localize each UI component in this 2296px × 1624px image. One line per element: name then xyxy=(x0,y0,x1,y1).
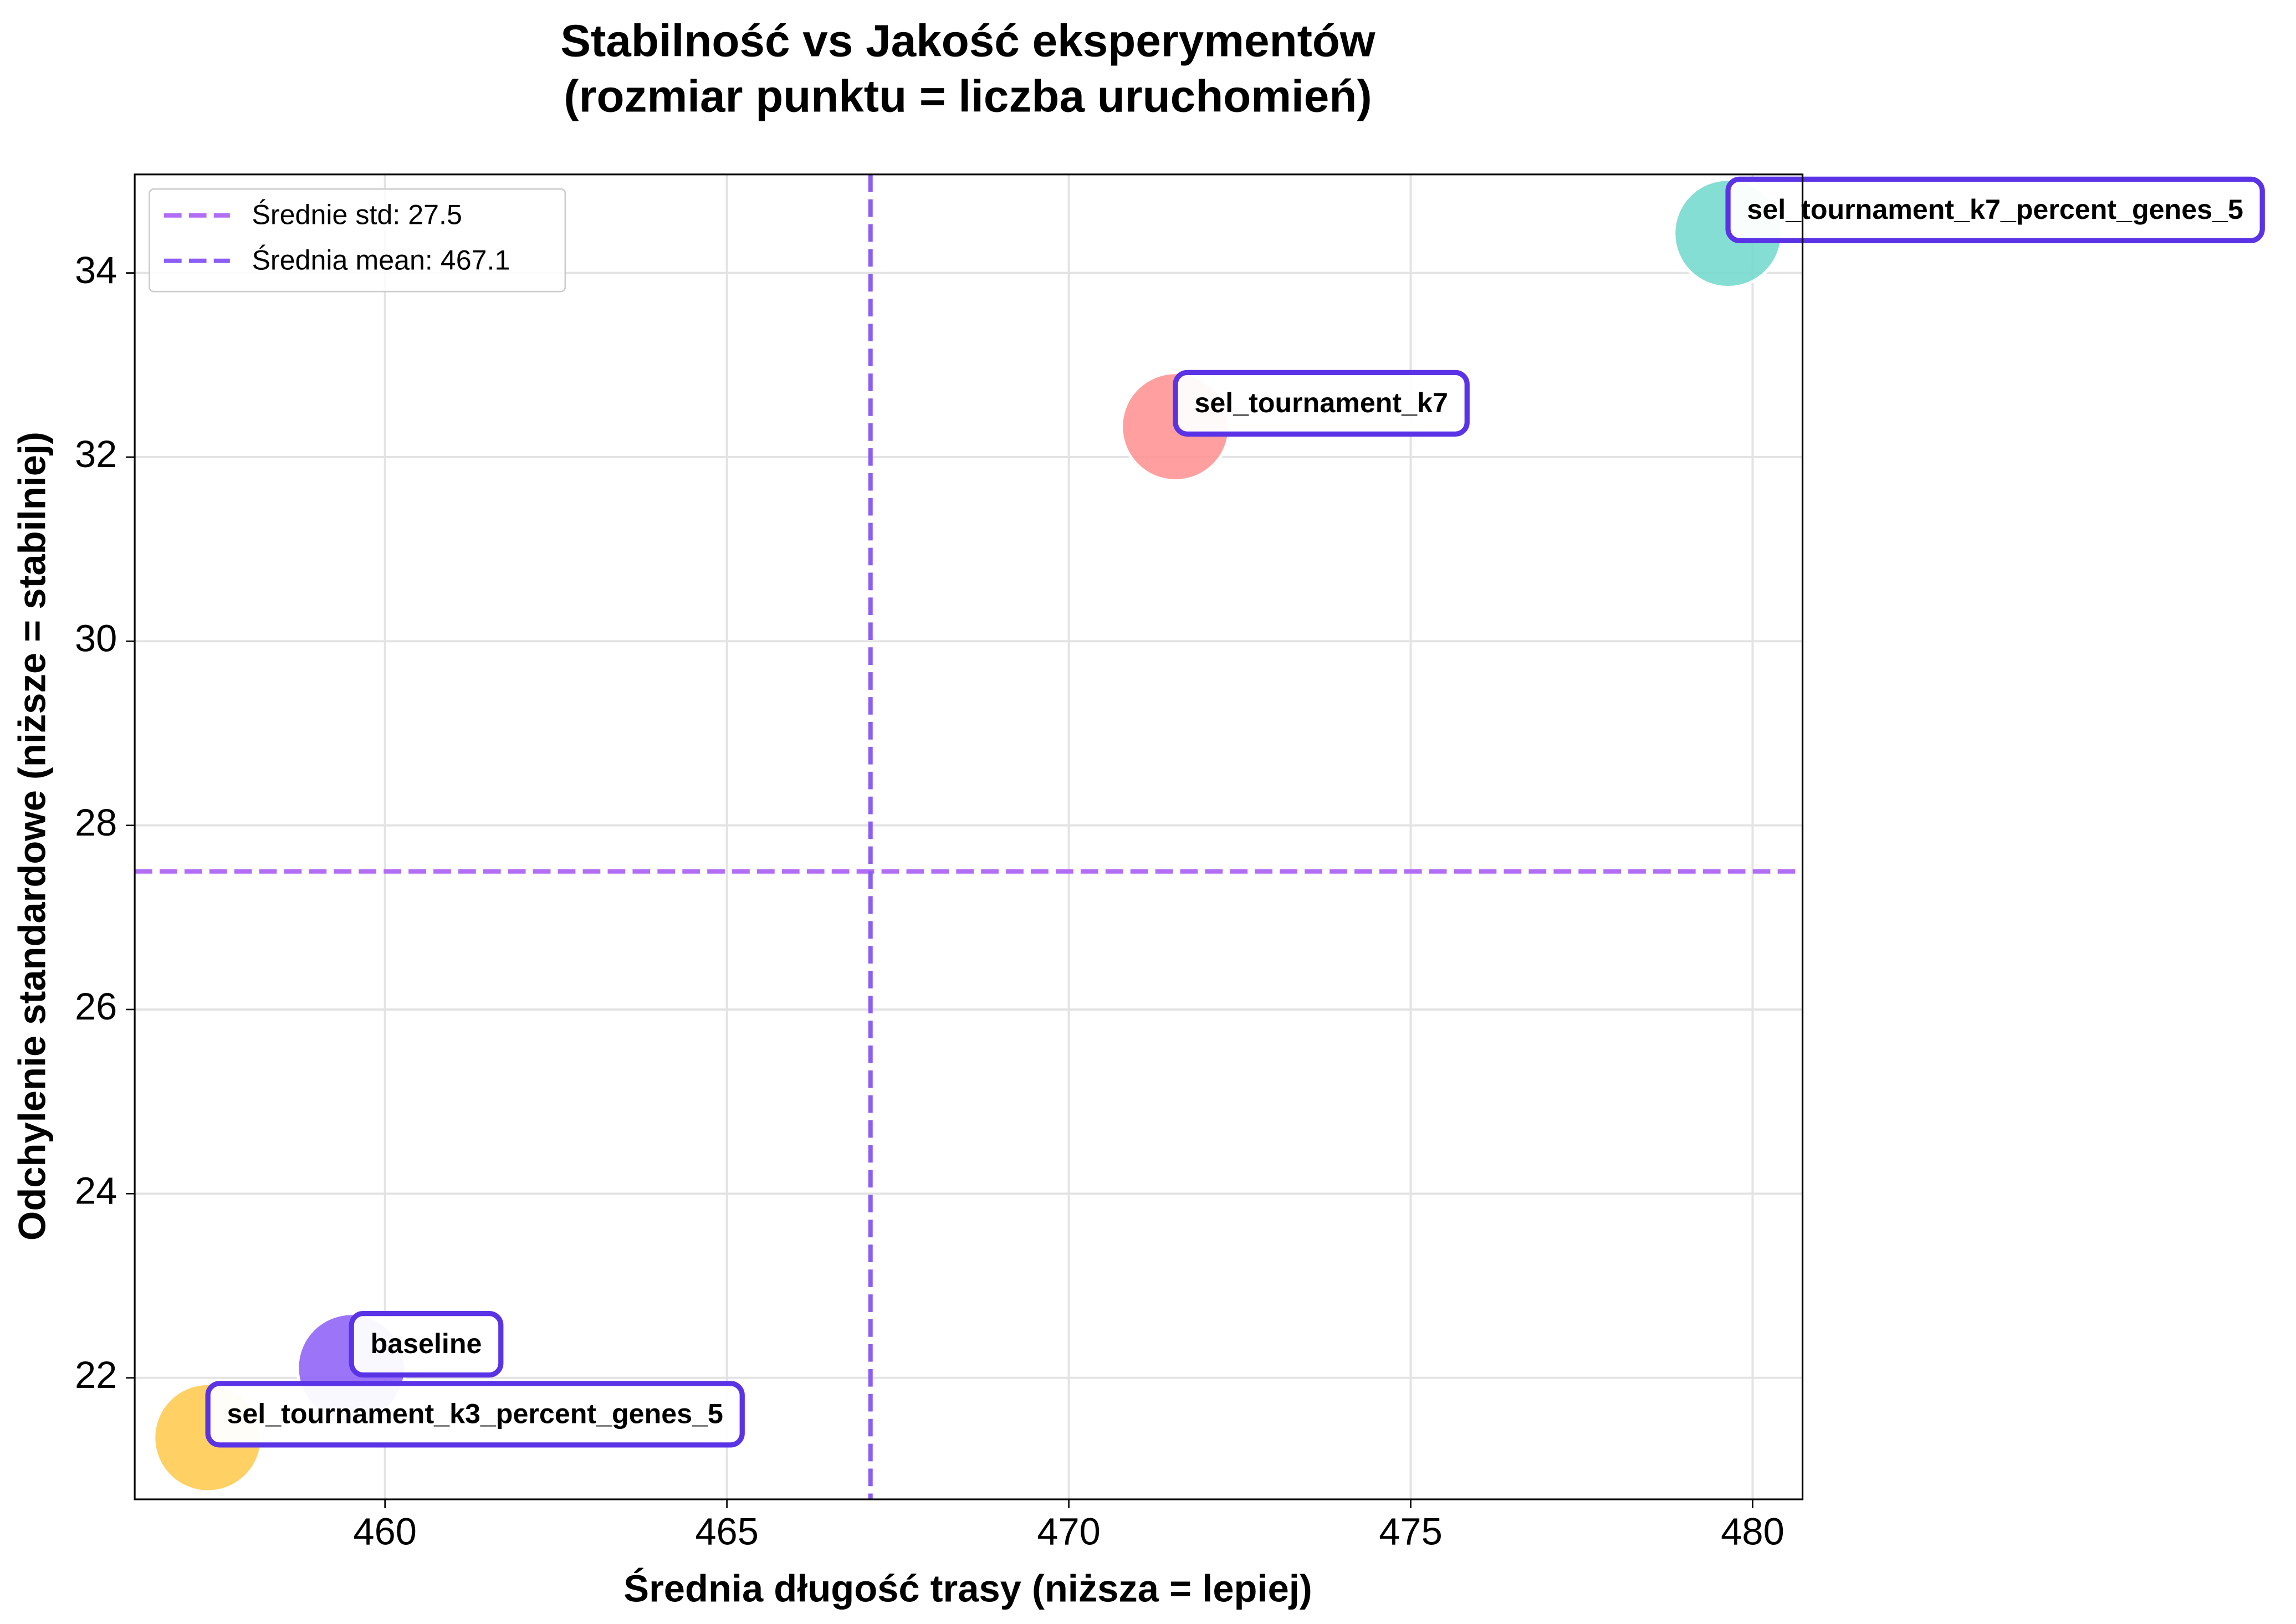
annotation-label: sel_tournament_k7_percent_genes_5 xyxy=(1747,194,2243,225)
y-tick-label: 34 xyxy=(75,249,117,291)
chart-title: (rozmiar punktu = liczba uruchomień) xyxy=(564,71,1372,122)
annotation: baseline xyxy=(349,1311,504,1378)
chart-title: Stabilność vs Jakość eksperymentów xyxy=(560,16,1375,66)
x-tick-label: 470 xyxy=(1037,1510,1101,1553)
annotation-label: sel_tournament_k7 xyxy=(1194,387,1448,418)
x-tick-label: 465 xyxy=(695,1510,759,1553)
y-tick-label: 30 xyxy=(75,617,117,659)
x-tick-label: 480 xyxy=(1721,1510,1784,1553)
y-tick-label: 28 xyxy=(75,801,117,844)
y-tick-label: 32 xyxy=(75,433,117,475)
annotation-box xyxy=(1725,176,2265,243)
annotation: sel_tournament_k3_percent_genes_5 xyxy=(205,1381,745,1448)
annotation-box xyxy=(205,1381,745,1448)
y-axis-label: Odchylenie standardowe (niższe = stabiln… xyxy=(11,432,54,1241)
legend-label: Średnie std: 27.5 xyxy=(252,199,462,230)
annotation: sel_tournament_k7_percent_genes_5 xyxy=(1725,176,2265,243)
annotation: sel_tournament_k7 xyxy=(1173,370,1470,437)
annotation-label: baseline xyxy=(371,1328,482,1359)
annotation-label: sel_tournament_k3_percent_genes_5 xyxy=(227,1398,723,1429)
legend-label: Średnia mean: 467.1 xyxy=(252,244,510,276)
y-tick-label: 24 xyxy=(75,1169,117,1212)
annotation-box xyxy=(1173,370,1470,437)
annotation-box xyxy=(349,1311,504,1378)
x-tick-label: 475 xyxy=(1379,1510,1443,1553)
y-tick-label: 22 xyxy=(75,1354,117,1396)
plot-frame xyxy=(134,173,1804,1500)
x-tick-label: 460 xyxy=(353,1510,417,1553)
y-tick-label: 26 xyxy=(75,985,117,1028)
x-axis-label: Średnia długość trasy (niższa = lepiej) xyxy=(623,1567,1312,1610)
legend-box xyxy=(149,188,566,293)
